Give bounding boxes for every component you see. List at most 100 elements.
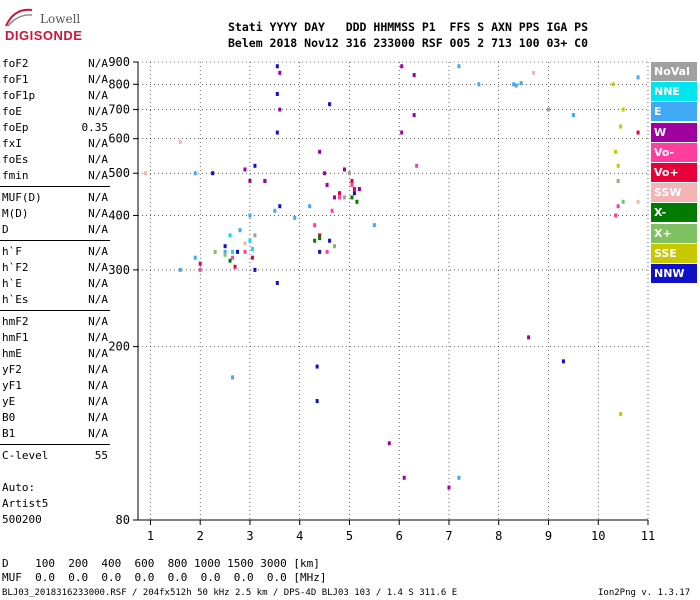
data-point-nnw (561, 359, 565, 364)
data-point-sse (619, 412, 623, 417)
data-point-e (571, 113, 575, 118)
data-point-e (457, 475, 461, 480)
x-tick-label: 9 (545, 529, 552, 543)
param-separator (0, 444, 110, 445)
data-point-w (387, 441, 391, 446)
data-point-e (223, 249, 227, 254)
param-name: fmin (2, 169, 29, 182)
logo-digisonde: DIGISONDE (5, 28, 83, 43)
data-point-w (263, 178, 267, 183)
data-point-vo (325, 249, 329, 254)
param-value: N/A (88, 73, 108, 86)
param-row-hes: h`Es N/A (0, 292, 108, 308)
legend-item-w: W (651, 122, 697, 142)
x-tick-label: 10 (591, 529, 605, 543)
data-point-x (350, 195, 354, 200)
param-row-foe: foE N/A (0, 104, 108, 120)
legend-item-x: X+ (651, 223, 697, 243)
data-point-e (514, 83, 518, 88)
param-name: yE (2, 395, 16, 408)
param-name: foF2 (2, 57, 29, 70)
y-tick-label: 200 (108, 340, 130, 354)
data-point-vo (231, 255, 235, 260)
data-point-vo (350, 182, 354, 187)
data-point-w (402, 475, 406, 480)
param-row-hme: hmE N/A (0, 346, 108, 362)
data-point-w (342, 167, 346, 172)
data-point-sse (616, 163, 620, 168)
data-point-x (223, 252, 227, 257)
param-value: N/A (88, 347, 108, 360)
data-point-nne (231, 249, 235, 254)
legend-item-noval: NoVal (651, 62, 697, 81)
data-point-w (400, 64, 404, 69)
param-name: foE (2, 105, 22, 118)
param-value: N/A (88, 153, 108, 166)
param-name: h`E (2, 277, 22, 290)
param-name: C-level (2, 449, 49, 462)
param-name: hmF1 (2, 331, 29, 344)
param-row-fof1: foF1 N/A (0, 72, 108, 88)
legend-item-nne: NNE (651, 82, 697, 102)
data-point-w (325, 182, 329, 187)
param-name: M(D) (2, 207, 29, 220)
data-point-w (400, 130, 404, 135)
param-name: B1 (2, 427, 16, 440)
data-point-e (457, 64, 461, 69)
param-name: yF1 (2, 379, 22, 392)
param-row-hf2: h`F2 N/A (0, 260, 108, 276)
param-value: N/A (88, 245, 108, 258)
param-separator (0, 310, 110, 311)
data-point-vo (313, 223, 317, 228)
param-name: B0 (2, 411, 16, 424)
data-point-nnw (328, 102, 332, 107)
data-point-ssw (243, 241, 247, 246)
data-point-nnw (318, 249, 322, 254)
param-value: N/A (88, 137, 108, 150)
data-point-e (248, 213, 252, 218)
data-point-e (238, 228, 242, 233)
param-name: h`Es (2, 293, 29, 306)
y-tick-label: 500 (108, 166, 130, 180)
data-point-nnw (275, 280, 279, 285)
legend-item-nnw: NNW (651, 264, 697, 283)
data-point-e (193, 171, 197, 176)
param-name: h`F2 (2, 261, 29, 274)
data-point-sse (621, 107, 625, 112)
legend-item-vo: Vo- (651, 142, 697, 162)
y-tick-label: 700 (108, 103, 130, 117)
param-row-d: D N/A (0, 222, 108, 238)
data-point-e (293, 215, 297, 220)
param-row-foes: foEs N/A (0, 152, 108, 168)
data-point-x (313, 238, 317, 243)
param-value: N/A (88, 363, 108, 376)
data-point-ssw (636, 199, 640, 204)
param-row-fof1p: foF1p N/A (0, 88, 108, 104)
data-point-ssw (532, 70, 536, 75)
legend-item-sse: SSE (651, 243, 697, 263)
y-tick-label: 800 (108, 77, 130, 91)
legend-item-x: X- (651, 203, 697, 223)
data-point-nnw (253, 267, 257, 272)
param-row-b1: B1 N/A (0, 426, 108, 442)
param-separator (0, 186, 110, 187)
data-point-e (512, 82, 516, 87)
data-point-w (278, 70, 282, 75)
data-point-w (412, 73, 416, 78)
data-point-nnw (275, 130, 279, 135)
param-value: N/A (88, 169, 108, 182)
x-tick-label: 3 (246, 529, 253, 543)
data-point-x (228, 258, 232, 263)
data-point-nnw (352, 191, 356, 196)
x-tick-label: 11 (641, 529, 655, 543)
param-row-md: M(D) N/A (0, 206, 108, 222)
param-value: N/A (88, 223, 108, 236)
data-point-nne (250, 247, 254, 252)
data-point-nne (228, 233, 232, 238)
y-tick-label: 600 (108, 132, 130, 146)
data-point-w (447, 485, 451, 490)
data-point-nnw (211, 171, 215, 176)
data-point-w (333, 195, 337, 200)
param-value: N/A (88, 411, 108, 424)
data-point-vo (616, 204, 620, 209)
